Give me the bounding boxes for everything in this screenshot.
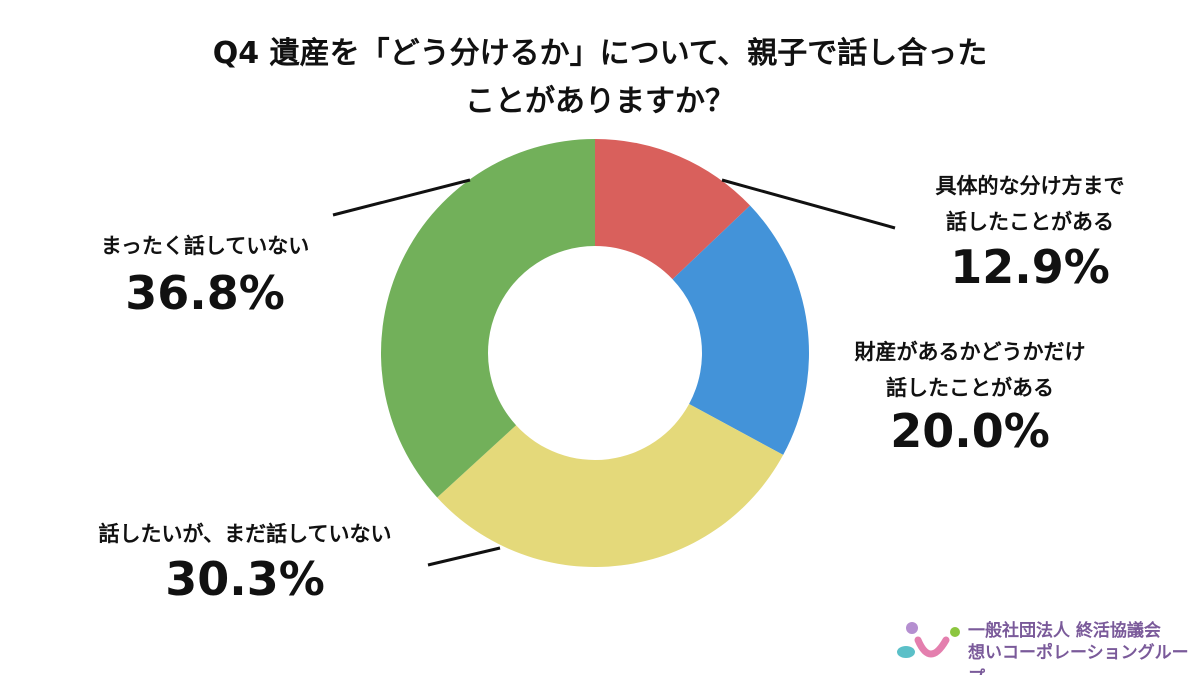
logo-dot: [897, 646, 915, 658]
donut-slice: [381, 139, 595, 498]
value-label: 12.9%: [950, 240, 1110, 294]
value-label: 36.8%: [125, 266, 285, 320]
donut-slice: [437, 403, 784, 567]
logo-text: 想いコーポレーショングループ: [968, 643, 1189, 675]
donut-slice: [672, 205, 809, 455]
slice-label: 具体的な分け方まで 話したことがある: [935, 174, 1125, 234]
logo-mark: [914, 636, 950, 658]
donut-slice: [595, 139, 751, 280]
slice-label: まったく話していない: [100, 234, 310, 258]
value-label: 30.3%: [165, 552, 325, 606]
leader-line: [721, 178, 896, 230]
leader-line: [427, 546, 501, 567]
chart-title: Q4 遺産を「どう分けるか」について、親子で話し合った: [212, 36, 988, 71]
logo-dot: [906, 622, 918, 634]
logo-text: 一般社団法人 終活協議会: [968, 621, 1161, 641]
logo-dot: [950, 627, 960, 637]
leader-line: [332, 178, 471, 217]
chart-title: ことがありますか？: [465, 84, 735, 119]
slice-label: 財産があるかどうかだけ 話したことがある: [854, 340, 1086, 400]
value-label: 20.0%: [890, 404, 1050, 458]
slice-label: 話したいが、まだ話していない: [98, 522, 392, 546]
